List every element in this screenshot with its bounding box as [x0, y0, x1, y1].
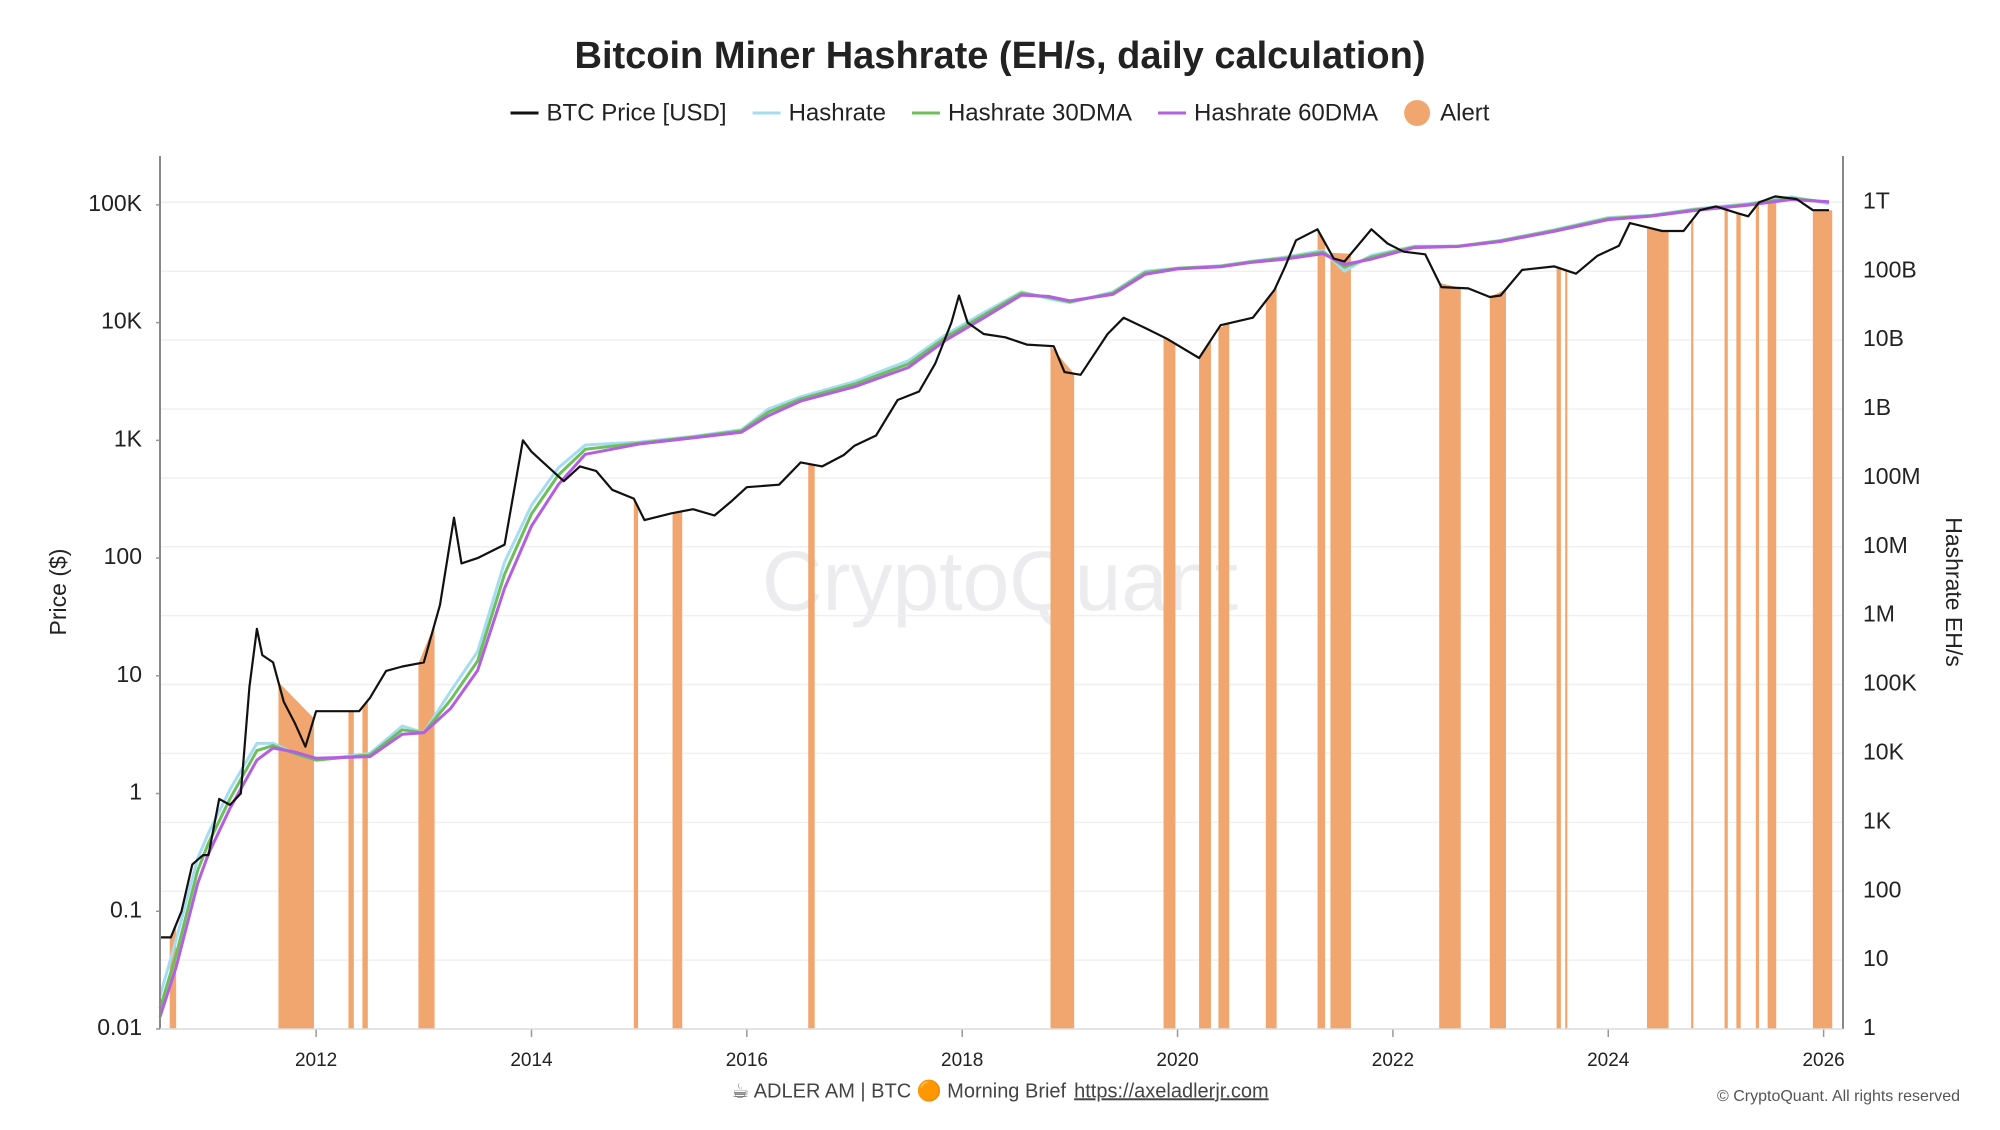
legend-item: Alert — [1404, 99, 1490, 126]
y-tick-label: 1K — [114, 425, 143, 451]
y2-tick-label: 1 — [1863, 1014, 1876, 1040]
alert-bar — [1163, 337, 1176, 1029]
alert-bar — [633, 498, 639, 1030]
chart-title: Bitcoin Miner Hashrate (EH/s, daily calc… — [575, 35, 1426, 77]
y-tick-label: 0.1 — [110, 896, 142, 922]
legend-label: Hashrate — [789, 99, 886, 126]
x-tick-label: 2024 — [1587, 1050, 1630, 1071]
watermark: CryptoQuant — [762, 534, 1238, 628]
alert-bar — [672, 511, 683, 1029]
legend-item: Hashrate — [752, 99, 886, 126]
alert-bar — [1330, 252, 1351, 1030]
alert-bar — [1691, 218, 1694, 1029]
y-axis-label: Price ($) — [45, 549, 71, 636]
y2-tick-label: 10 — [1863, 945, 1889, 971]
y2-tick-label: 100M — [1863, 463, 1921, 489]
alert-bar — [1556, 267, 1561, 1029]
x-tick-label: 2012 — [295, 1050, 337, 1071]
y-tick-label: 1 — [129, 779, 142, 805]
y2-tick-label: 100K — [1863, 670, 1917, 696]
alert-bar — [1724, 209, 1728, 1029]
x-tick-label: 2016 — [726, 1050, 768, 1071]
legend-item: BTC Price [USD] — [510, 99, 727, 126]
y2-tick-label: 10B — [1863, 325, 1904, 351]
legend-swatch — [1404, 100, 1431, 126]
legend-label: Alert — [1440, 99, 1490, 126]
series-line — [160, 195, 1829, 939]
y2-tick-label: 1K — [1863, 807, 1892, 833]
y-tick-label: 100K — [88, 190, 142, 216]
alert-bar — [1767, 196, 1777, 1029]
legend-label: Hashrate 60DMA — [1194, 99, 1378, 126]
alert-bar — [1647, 227, 1669, 1029]
alert-bar — [1265, 285, 1277, 1030]
y2-tick-label: 1M — [1863, 601, 1895, 627]
alert-bar — [1812, 210, 1833, 1030]
alert-bar — [1489, 289, 1506, 1029]
y2-tick-label: 1B — [1863, 394, 1891, 420]
alert-bar — [808, 463, 815, 1030]
footer-text: ☕ ADLER AM | BTC 🟠 Morning Brief — [731, 1078, 1066, 1102]
alert-bar — [418, 624, 435, 1029]
alert-bar — [1317, 229, 1326, 1029]
x-tick-label: 2018 — [941, 1050, 983, 1071]
x-tick-label: 2022 — [1372, 1050, 1414, 1071]
alert-bar — [1439, 282, 1461, 1029]
legend-label: BTC Price [USD] — [547, 99, 727, 126]
y2-tick-label: 100 — [1863, 876, 1901, 902]
plot-area — [158, 195, 1843, 1030]
y2-tick-label: 10K — [1863, 739, 1905, 765]
alert-bar — [362, 700, 368, 1029]
y-tick-label: 0.01 — [97, 1014, 142, 1040]
footer-link[interactable]: https://axeladlerjr.com — [1074, 1080, 1269, 1102]
legend-item: Hashrate 60DMA — [1158, 99, 1378, 126]
series-line — [158, 198, 1830, 1018]
y2-axis-label: Hashrate EH/s — [1941, 517, 1967, 667]
y-tick-label: 10K — [101, 308, 143, 334]
x-tick-label: 2020 — [1156, 1050, 1198, 1071]
alert-bar — [1755, 202, 1760, 1029]
alert-bar — [1736, 212, 1741, 1030]
legend-label: Hashrate 30DMA — [948, 99, 1132, 126]
alert-bar — [278, 682, 314, 1029]
x-tick-label: 2014 — [510, 1050, 553, 1071]
y2-tick-label: 1T — [1863, 187, 1890, 213]
alert-bar — [1050, 346, 1075, 1029]
y-tick-label: 100 — [104, 543, 142, 569]
copyright: © CryptoQuant. All rights reserved — [1717, 1088, 1960, 1105]
y2-tick-label: 100B — [1863, 256, 1917, 282]
x-tick-label: 2026 — [1802, 1050, 1844, 1071]
y-tick-label: 10 — [116, 661, 142, 687]
alert-bar — [348, 711, 354, 1029]
legend-item: Hashrate 30DMA — [911, 99, 1132, 126]
alert-bar — [1218, 323, 1230, 1029]
legend: BTC Price [USD] Hashrate Hashrate 30DMA Has… — [510, 99, 1490, 126]
alert-bar — [1565, 270, 1568, 1029]
y2-tick-label: 10M — [1863, 532, 1908, 558]
alert-bar — [1199, 339, 1211, 1029]
